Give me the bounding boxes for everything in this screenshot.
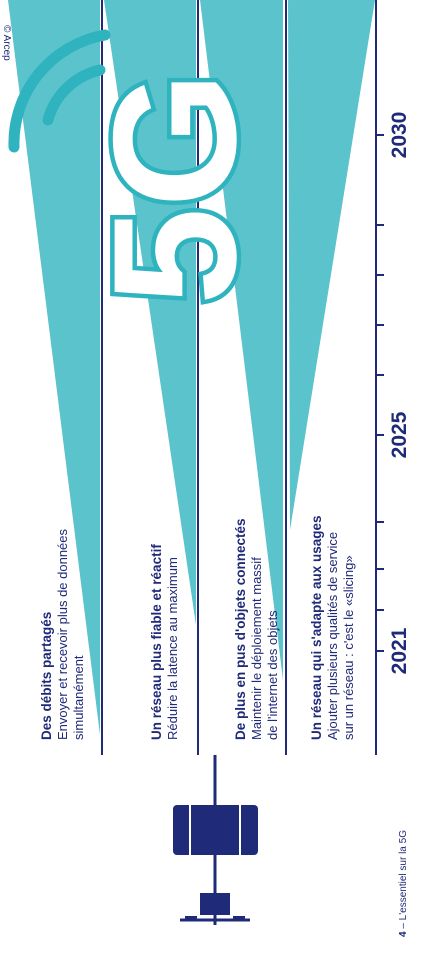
5g-logo-text: 5G xyxy=(78,72,273,305)
wedge-objets xyxy=(200,0,283,680)
block-title: Un réseau qui s'adapte aux usages xyxy=(309,515,324,740)
signal-arc-inner xyxy=(42,64,106,126)
block-desc-line: Envoyer et recevoir plus de données xyxy=(55,528,70,740)
block-fiabilite: Un réseau plus fiable et réactif Réduire… xyxy=(148,544,181,740)
block-desc-line: de l'internet des objets xyxy=(265,610,280,740)
wedge-debits xyxy=(8,0,100,735)
antenna-icon xyxy=(173,755,258,925)
block-usages: Un réseau qui s'adapte aux usages Ajoute… xyxy=(308,515,357,740)
footer-text: L'essentiel sur la 5G xyxy=(398,830,409,921)
photo-credit: © Arcep xyxy=(1,25,12,61)
block-desc-line: simultanément xyxy=(71,655,86,740)
block-desc-line: Ajouter plusieurs qualités de service xyxy=(325,531,340,740)
block-desc-line: Réduire la latence au maximum xyxy=(165,557,180,740)
timeline-ticks xyxy=(376,134,384,652)
signal-arc-outer xyxy=(8,29,111,153)
block-objets: De plus en pus d'objets connectés Mainte… xyxy=(232,518,281,740)
year-label: 2030 xyxy=(388,111,411,159)
block-debits: Des débits partagés Envoyer et recevoir … xyxy=(38,529,87,740)
5g-logo: 5G xyxy=(8,29,278,310)
page-footer: 4 – L'essentiel sur la 5G xyxy=(398,830,409,937)
block-title: De plus en pus d'objets connectés xyxy=(233,518,248,740)
block-desc-line: sur un réseau : c'est le «slicing» xyxy=(341,555,356,740)
wedge-fiabilite xyxy=(104,0,196,625)
page-number: 4 xyxy=(398,931,409,937)
year-label: 2021 xyxy=(388,627,411,675)
wedge-usages xyxy=(288,0,375,530)
block-title: Un réseau plus fiable et réactif xyxy=(149,544,164,740)
block-title: Des débits partagés xyxy=(39,611,54,740)
year-label: 2025 xyxy=(388,411,411,459)
block-desc-line: Maintenir le déploiement massif xyxy=(249,557,264,740)
